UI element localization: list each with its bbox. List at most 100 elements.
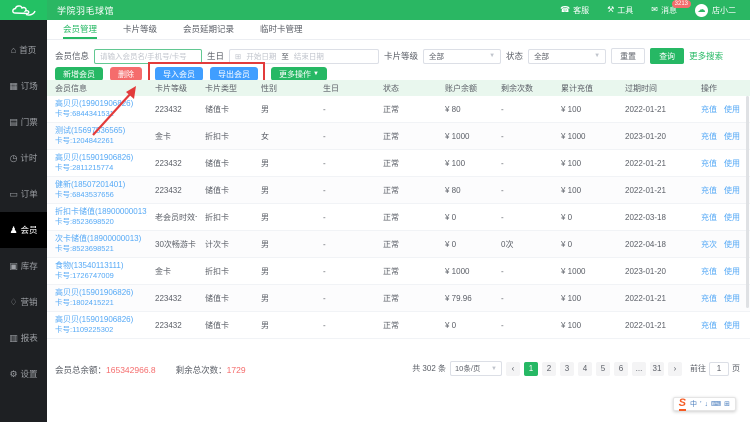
prev-page-button[interactable]: ‹ bbox=[506, 361, 520, 376]
more-search-link[interactable]: 更多搜索 bbox=[689, 51, 724, 61]
use-link[interactable]: 使用 bbox=[724, 320, 740, 330]
topbar-item-message[interactable]: ✉ 消息 3213 bbox=[651, 0, 691, 16]
member-search-input[interactable] bbox=[94, 48, 203, 64]
tab-member-extension[interactable]: 会员延期记录 bbox=[183, 23, 235, 34]
member-card-number-link[interactable]: 卡号:1204842261 bbox=[55, 136, 114, 145]
member-card-number-link[interactable]: 卡号:8523698521 bbox=[55, 244, 114, 253]
recharge-link[interactable]: 充值 bbox=[701, 158, 717, 168]
member-name-link[interactable]: 高贝贝(19901906826) bbox=[55, 99, 134, 108]
member-name-link[interactable]: 健新(18507201401) bbox=[55, 180, 126, 189]
ime-icon-2[interactable]: ↓ bbox=[704, 400, 709, 408]
recharge-link[interactable]: 充值 bbox=[701, 293, 717, 303]
page-button-31[interactable]: 31 bbox=[650, 361, 664, 376]
member-name-link[interactable]: 高贝贝(15901906826) bbox=[55, 153, 134, 162]
topbar-item-tools[interactable]: ⚒ 工具 bbox=[607, 5, 633, 16]
recharge-link[interactable]: 充值 bbox=[701, 212, 717, 222]
remaining-times-cell: - bbox=[501, 320, 504, 330]
delete-button[interactable]: 删除 bbox=[110, 67, 142, 81]
page-size-select[interactable]: 10条/页 ▼ bbox=[450, 361, 502, 376]
member-card-number-link[interactable]: 卡号:8523698520 bbox=[55, 217, 114, 226]
member-name-link[interactable]: 测试(15697536565) bbox=[55, 126, 126, 135]
use-link[interactable]: 使用 bbox=[724, 185, 740, 195]
user-menu[interactable]: ☁ 店小二 bbox=[695, 3, 736, 17]
balance-cell: ¥ 79.96 bbox=[445, 293, 472, 303]
member-name-link[interactable]: 食物(13540113111) bbox=[55, 261, 124, 270]
sidebar-item-members[interactable]: ♟ 会员 bbox=[0, 212, 47, 248]
sidebar-item-settings[interactable]: ⚙ 设置 bbox=[0, 356, 47, 392]
member-card-number-link[interactable]: 卡号:1726747009 bbox=[55, 271, 114, 280]
recharge-link[interactable]: 充值 bbox=[701, 185, 717, 195]
scrollbar[interactable] bbox=[746, 96, 749, 308]
member-name-link[interactable]: 高贝贝(15901906826) bbox=[55, 315, 134, 324]
birthday-cell: - bbox=[323, 266, 326, 276]
remaining-times-cell: - bbox=[501, 158, 504, 168]
reset-button[interactable]: 重置 bbox=[611, 48, 646, 64]
search-button[interactable]: 查询 bbox=[650, 48, 685, 64]
goto-page-input[interactable] bbox=[709, 361, 729, 376]
card-level-select[interactable]: 全部 ▼ bbox=[423, 48, 502, 64]
sidebar-item-home[interactable]: ⌂ 首页 bbox=[0, 32, 47, 68]
use-link[interactable]: 使用 bbox=[724, 131, 740, 141]
import-members-button[interactable]: 导入会员 bbox=[155, 67, 203, 81]
tab-temp-card[interactable]: 临时卡管理 bbox=[260, 23, 303, 34]
add-member-button[interactable]: 新增会员 bbox=[55, 67, 103, 81]
member-card-number-link[interactable]: 卡号:6843537656 bbox=[55, 190, 114, 199]
sidebar-item-reports[interactable]: ▥ 报表 bbox=[0, 320, 47, 356]
message-badge: 3213 bbox=[671, 0, 691, 8]
status-select[interactable]: 全部 ▼ bbox=[528, 48, 607, 64]
use-link[interactable]: 使用 bbox=[724, 212, 740, 222]
recharge-link[interactable]: 充值 bbox=[701, 104, 717, 114]
sidebar-item-ticket[interactable]: ▤ 门票 bbox=[0, 104, 47, 140]
birthday-cell: - bbox=[323, 104, 326, 114]
more-actions-button[interactable]: 更多操作 ▼ bbox=[271, 67, 327, 81]
birthday-range-picker[interactable]: ⊞ 开始日期 至 结束日期 bbox=[229, 48, 380, 64]
tab-card-level[interactable]: 卡片等级 bbox=[123, 23, 158, 34]
member-name-link[interactable]: 次卡储值(18900000013) bbox=[55, 234, 142, 243]
marketing-icon: ♢ bbox=[9, 296, 18, 307]
member-name-link[interactable]: 高贝贝(15901906826) bbox=[55, 288, 134, 297]
page-button-5[interactable]: 5 bbox=[596, 361, 610, 376]
tab-member-manage[interactable]: 会员管理 bbox=[63, 20, 98, 39]
ime-icon-0[interactable]: 中 bbox=[689, 400, 697, 408]
ime-icon-4[interactable]: ⊞ bbox=[724, 400, 730, 408]
app-logo[interactable] bbox=[0, 0, 47, 20]
member-name-link[interactable]: 折扣卡储值(18900000013) bbox=[55, 207, 147, 216]
use-link[interactable]: 使用 bbox=[724, 158, 740, 168]
page-button-1[interactable]: 1 bbox=[524, 361, 538, 376]
use-link[interactable]: 使用 bbox=[724, 239, 740, 249]
member-info-cell: 测试(15697536565) 卡号:1204842261 bbox=[47, 126, 147, 146]
member-card-number-link[interactable]: 卡号:6844341531 bbox=[55, 109, 114, 118]
member-card-number-link[interactable]: 卡号:2811215774 bbox=[55, 163, 114, 172]
page-button-4[interactable]: 4 bbox=[578, 361, 592, 376]
sidebar-item-orders[interactable]: ▭ 订单 bbox=[0, 176, 47, 212]
ime-icon-3[interactable]: ⌨ bbox=[711, 400, 722, 408]
page-button-3[interactable]: 3 bbox=[560, 361, 574, 376]
sidebar-item-booking[interactable]: ▦ 订场 bbox=[0, 68, 47, 104]
sogou-ime-bar[interactable]: S 中’ ↓ ⌨ ⊞ bbox=[672, 397, 736, 411]
card-type-cell: 储值卡 bbox=[205, 104, 229, 114]
topbar-item-service[interactable]: ☎ 客服 bbox=[560, 5, 589, 16]
recharge-link[interactable]: 充值 bbox=[701, 131, 717, 141]
sidebar-item-timing[interactable]: ◷ 计时 bbox=[0, 140, 47, 176]
recharge-link[interactable]: 充值 bbox=[701, 320, 717, 330]
export-members-button[interactable]: 导出会员 bbox=[210, 67, 258, 81]
member-card-number-link[interactable]: 卡号:1802415221 bbox=[55, 298, 114, 307]
next-page-button[interactable]: › bbox=[668, 361, 682, 376]
chevron-down-icon: ▼ bbox=[594, 53, 601, 59]
sidebar-item-inventory[interactable]: ▣ 库存 bbox=[0, 248, 47, 284]
column-header: 累计充值 bbox=[561, 83, 593, 93]
use-link[interactable]: 使用 bbox=[724, 266, 740, 276]
recharge-link[interactable]: 充值 bbox=[701, 266, 717, 276]
page-button-6[interactable]: 6 bbox=[614, 361, 628, 376]
sidebar-item-label: 营销 bbox=[20, 297, 38, 307]
page-button-2[interactable]: 2 bbox=[542, 361, 556, 376]
use-link[interactable]: 使用 bbox=[724, 104, 740, 114]
member-card-number-link[interactable]: 卡号:1109225302 bbox=[55, 325, 114, 334]
use-link[interactable]: 使用 bbox=[724, 293, 740, 303]
sidebar-item-marketing[interactable]: ♢ 营销 bbox=[0, 284, 47, 320]
ime-icon-1[interactable]: ’ bbox=[699, 400, 702, 408]
table-body: 高贝贝(19901906826) 卡号:6844341531 223432 储值卡男 -… bbox=[47, 96, 750, 339]
recharge-link[interactable]: 充次 bbox=[701, 239, 717, 249]
member-info-cell: 折扣卡储值(18900000013) 卡号:8523698520 bbox=[47, 207, 147, 227]
